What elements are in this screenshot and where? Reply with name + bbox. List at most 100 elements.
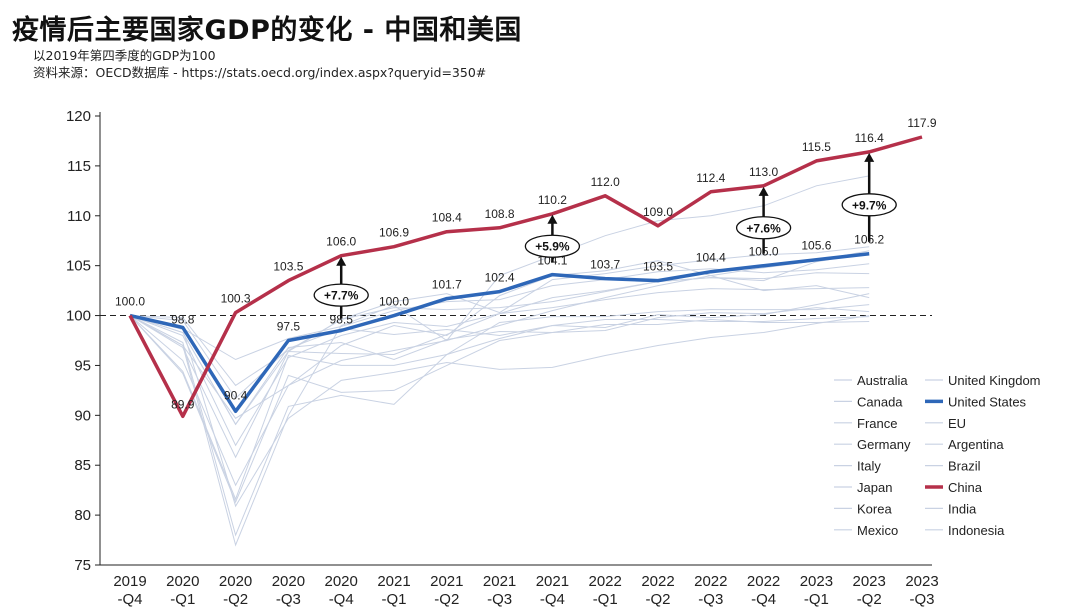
x-tick-year: 2022 bbox=[589, 573, 622, 590]
y-tick-label: 75 bbox=[74, 557, 91, 574]
other-country-lines bbox=[129, 175, 870, 547]
series-line-united-states bbox=[129, 251, 870, 414]
legend-label-australia: Australia bbox=[857, 373, 908, 388]
x-tick-quarter: -Q4 bbox=[329, 591, 354, 608]
growth-arrow-head bbox=[864, 152, 875, 162]
x-tick-label: 2020 -Q1 bbox=[166, 573, 199, 608]
x-tick-year: 2020 bbox=[272, 573, 305, 590]
data-label-china: 100.0 bbox=[115, 295, 145, 309]
growth-badge-label: +7.7% bbox=[324, 289, 359, 303]
y-tick-label: 120 bbox=[66, 108, 91, 125]
growth-arrow-head bbox=[758, 186, 769, 196]
data-label-united-states: 101.7 bbox=[432, 278, 462, 292]
data-label-united-states: 98.8 bbox=[171, 313, 195, 327]
x-tick-label: 2020 -Q3 bbox=[272, 573, 305, 608]
x-tick-year: 2021 bbox=[377, 573, 410, 590]
x-tick-quarter: -Q3 bbox=[487, 591, 512, 608]
legend-label-italy: Italy bbox=[857, 459, 881, 474]
x-tick-year: 2023 bbox=[800, 573, 833, 590]
legend: Australia United Kingdom Canada United Stat… bbox=[834, 373, 1041, 538]
legend-label-korea: Korea bbox=[857, 501, 892, 516]
x-tick-quarter: -Q1 bbox=[804, 591, 829, 608]
x-tick-label: 2021 -Q2 bbox=[430, 573, 463, 608]
growth-badge bbox=[841, 193, 897, 217]
data-label-china: 109.0 bbox=[643, 205, 673, 219]
x-tick-quarter: -Q2 bbox=[857, 591, 882, 608]
series-line-italy bbox=[129, 307, 870, 504]
x-tick-quarter: -Q4 bbox=[540, 591, 565, 608]
x-tick-year: 2023 bbox=[905, 573, 938, 590]
x-tick-quarter: -Q3 bbox=[909, 591, 934, 608]
data-label-china: 106.9 bbox=[379, 226, 409, 240]
data-label-united-states: 103.7 bbox=[590, 258, 620, 272]
growth-arrow-head bbox=[547, 214, 558, 224]
y-tick-label: 95 bbox=[74, 357, 91, 374]
x-tick-year: 2022 bbox=[641, 573, 674, 590]
highlight-lines bbox=[128, 135, 923, 419]
legend-label-france: France bbox=[857, 416, 897, 431]
growth-badge bbox=[735, 216, 792, 240]
growth-badge-label: +5.9% bbox=[535, 240, 570, 254]
legend-label-india: India bbox=[948, 501, 977, 516]
x-tick-label: 2019 -Q4 bbox=[113, 573, 146, 608]
series-line-eu bbox=[129, 287, 870, 459]
series-line-united-kingdom bbox=[129, 315, 870, 537]
y-tick-label: 105 bbox=[66, 258, 91, 275]
legend-label-canada: Canada bbox=[857, 394, 903, 409]
series-line-china bbox=[128, 135, 923, 419]
series-line-australia bbox=[129, 246, 870, 387]
x-tick-year: 2021 bbox=[536, 573, 569, 590]
y-tick-label: 110 bbox=[67, 208, 91, 225]
x-tick-quarter: -Q4 bbox=[751, 591, 776, 608]
series-line-india bbox=[129, 175, 870, 547]
y-tick-label: 115 bbox=[67, 158, 91, 175]
data-label-china: 108.4 bbox=[432, 211, 462, 225]
data-label-united-states: 102.4 bbox=[485, 271, 515, 285]
x-tick-quarter: -Q1 bbox=[170, 591, 195, 608]
data-label-united-states: 104.4 bbox=[696, 251, 726, 265]
x-tick-year: 2021 bbox=[483, 573, 516, 590]
data-label-united-states: 97.5 bbox=[277, 320, 301, 334]
legend-label-eu: EU bbox=[948, 416, 966, 431]
data-label-united-states: 90.4 bbox=[224, 388, 248, 402]
x-tick-label: 2021 -Q1 bbox=[377, 573, 410, 608]
series-line-argentina bbox=[129, 260, 870, 487]
growth-badge bbox=[313, 283, 369, 307]
x-tick-year: 2020 bbox=[166, 573, 199, 590]
x-tick-year: 2020 bbox=[325, 573, 358, 590]
data-label-china: 116.4 bbox=[855, 131, 884, 145]
data-label-china: 117.9 bbox=[907, 116, 936, 130]
data-label-united-states: 98.5 bbox=[330, 313, 354, 327]
legend-label-united-kingdom: United Kingdom bbox=[948, 373, 1041, 388]
series-line-japan bbox=[129, 293, 870, 400]
data-label-china: 110.2 bbox=[538, 193, 567, 207]
legend-label-china: China bbox=[948, 480, 983, 495]
x-tick-label: 2023 -Q1 bbox=[800, 573, 833, 608]
data-label-china: 115.5 bbox=[802, 140, 831, 154]
legend-label-indonesia: Indonesia bbox=[948, 523, 1005, 538]
data-label-china: 106.0 bbox=[326, 235, 356, 249]
y-tick-label: 85 bbox=[74, 457, 91, 474]
series-line-mexico bbox=[129, 315, 870, 508]
chart-subtitle: 以2019年第四季度的GDP为100 bbox=[33, 48, 216, 63]
data-label-china: 108.8 bbox=[485, 207, 515, 221]
series-line-germany bbox=[129, 315, 870, 426]
x-tick-label: 2022 -Q1 bbox=[589, 573, 622, 608]
x-tick-year: 2021 bbox=[430, 573, 463, 590]
series-line-indonesia bbox=[129, 250, 870, 419]
x-tick-label: 2022 -Q4 bbox=[747, 573, 780, 608]
data-label-united-states: 103.5 bbox=[643, 260, 673, 274]
x-tick-label: 2023 -Q3 bbox=[905, 573, 938, 608]
data-label-china: 112.0 bbox=[591, 175, 620, 189]
x-tick-year: 2019 bbox=[113, 573, 146, 590]
x-tick-quarter: -Q1 bbox=[381, 591, 406, 608]
data-labels: 100.0 89.9 100.3 103.5 106.0 106.9 108.4 108.8 1… bbox=[115, 116, 937, 411]
x-tick-label: 2021 -Q3 bbox=[483, 573, 516, 608]
y-tick-label: 100 bbox=[66, 308, 91, 325]
legend-label-germany: Germany bbox=[857, 437, 911, 452]
x-tick-quarter: -Q2 bbox=[645, 591, 670, 608]
x-tick-quarter: -Q1 bbox=[593, 591, 618, 608]
series-line-korea bbox=[129, 263, 870, 361]
data-label-china: 112.4 bbox=[696, 171, 725, 185]
